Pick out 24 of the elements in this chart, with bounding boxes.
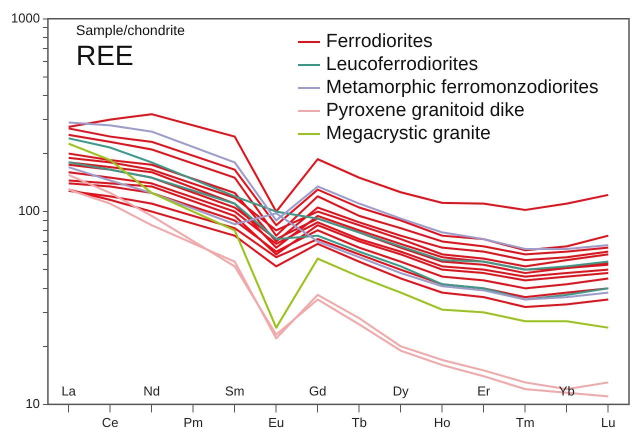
y-tick-label: 100 bbox=[18, 203, 40, 218]
x-tick-label: Tb bbox=[352, 414, 367, 430]
legend-label: Pyroxene granitoid dike bbox=[326, 100, 525, 122]
x-tick-label: Tm bbox=[516, 414, 535, 430]
x-tick-label: Er bbox=[477, 383, 491, 398]
y-tick-label: 1000 bbox=[11, 10, 40, 26]
legend-label: Leucoferrodiorites bbox=[326, 54, 478, 76]
x-tick-label: Gd bbox=[309, 383, 326, 398]
x-tick-label: Dy bbox=[392, 383, 410, 398]
legend-label: Megacrystic granite bbox=[326, 122, 491, 144]
legend-label: Ferrodiorites bbox=[326, 30, 433, 52]
x-tick-label: Yb bbox=[558, 383, 575, 398]
x-tick-label: Nd bbox=[143, 383, 160, 398]
y-tick-label: 10 bbox=[25, 396, 40, 411]
x-tick-label: Lu bbox=[601, 414, 616, 430]
x-tick-label: La bbox=[61, 383, 77, 398]
annotation: Sample/chondrite bbox=[76, 22, 185, 38]
annotation: REE bbox=[76, 40, 134, 72]
legend-label: Metamorphic ferromonzodiorites bbox=[326, 76, 598, 98]
x-tick-label: Eu bbox=[268, 414, 284, 430]
x-tick-label: Ho bbox=[434, 414, 451, 430]
x-tick-label: Sm bbox=[224, 383, 244, 398]
x-tick-label: Pm bbox=[183, 414, 203, 430]
x-tick-label: Ce bbox=[102, 414, 118, 430]
